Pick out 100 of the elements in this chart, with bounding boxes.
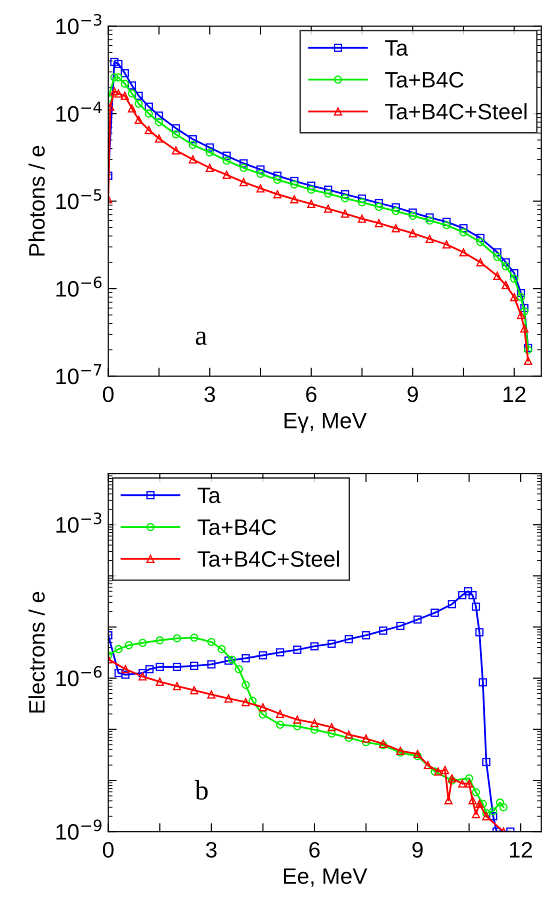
point [234, 665, 243, 674]
point [392, 224, 400, 232]
point [144, 110, 153, 118]
point [472, 810, 480, 818]
point [256, 184, 265, 192]
point [426, 234, 434, 244]
legend-label: Ta+B4C [198, 519, 276, 536]
point [374, 202, 383, 211]
point [206, 143, 214, 152]
point [207, 690, 216, 699]
point [228, 656, 236, 664]
x-axis-title: Ee, MeV [284, 868, 368, 887]
point [293, 722, 302, 730]
y-tick-label: 10$^{−7}$ [56, 364, 102, 384]
y-axis-title: Photons / e [28, 146, 45, 256]
point [190, 662, 198, 670]
point [239, 159, 248, 168]
point [293, 715, 302, 724]
x-axis-title: Eγ, MeV [284, 412, 367, 433]
point [188, 140, 197, 149]
point [358, 198, 366, 206]
point [440, 766, 450, 774]
point [154, 118, 164, 126]
point [482, 758, 490, 766]
point [156, 662, 164, 672]
point [442, 221, 451, 230]
point [256, 170, 265, 178]
point [324, 204, 332, 213]
point [442, 240, 451, 249]
point [172, 130, 180, 138]
x-tick-label: 9 [408, 386, 418, 402]
point [465, 774, 474, 782]
point [114, 60, 122, 68]
point [362, 631, 370, 640]
point [290, 195, 298, 204]
point [468, 591, 477, 600]
point [224, 656, 233, 665]
point [207, 660, 216, 668]
point [114, 89, 122, 98]
x-tick-label: 12 [510, 842, 532, 858]
point [499, 803, 508, 812]
point [516, 293, 526, 302]
point [448, 776, 456, 785]
point [510, 293, 518, 302]
point [328, 723, 336, 732]
point [273, 176, 282, 184]
point [344, 635, 353, 644]
point [413, 615, 422, 624]
point [258, 710, 268, 719]
point [448, 600, 456, 608]
point [134, 100, 143, 108]
point [465, 779, 474, 788]
point [190, 686, 198, 694]
point [489, 807, 498, 816]
point [520, 307, 528, 316]
point [239, 164, 248, 172]
point [493, 252, 502, 262]
y-tick-label: 10$^{−6}$ [56, 666, 102, 686]
point [472, 788, 480, 796]
x-tick-label: 9 [412, 842, 423, 858]
point [392, 206, 400, 216]
point [110, 87, 118, 96]
point [276, 648, 284, 656]
point [475, 628, 484, 636]
point [489, 812, 498, 820]
annotation: b [194, 780, 208, 800]
point [458, 779, 466, 788]
legend-label: Ta [198, 488, 221, 504]
point [290, 176, 298, 186]
point [459, 228, 468, 236]
point [144, 126, 153, 134]
point [472, 602, 480, 611]
x-tick-label: 0 [102, 386, 114, 402]
point [114, 645, 123, 654]
legend-label: Ta [385, 40, 408, 56]
point [138, 672, 147, 681]
legend-label: Ta+B4C+Steel [385, 103, 526, 120]
point [340, 210, 350, 218]
point [434, 767, 442, 776]
point [114, 668, 123, 678]
point [222, 170, 231, 179]
point [121, 670, 130, 679]
point [207, 638, 216, 646]
point [476, 258, 484, 266]
point [190, 634, 198, 642]
point [128, 81, 136, 90]
point [510, 274, 518, 283]
point [324, 186, 332, 194]
point [502, 258, 510, 266]
point [464, 587, 472, 596]
x-tick-label: 3 [206, 842, 217, 858]
point [128, 104, 136, 112]
point [144, 102, 153, 111]
legend-label: Ta+B4C [385, 72, 464, 88]
point [242, 680, 250, 689]
y-tick-label: 10$^{−4}$ [56, 102, 102, 122]
point [408, 208, 417, 217]
point [430, 608, 439, 617]
point [188, 135, 197, 144]
point [516, 310, 526, 320]
